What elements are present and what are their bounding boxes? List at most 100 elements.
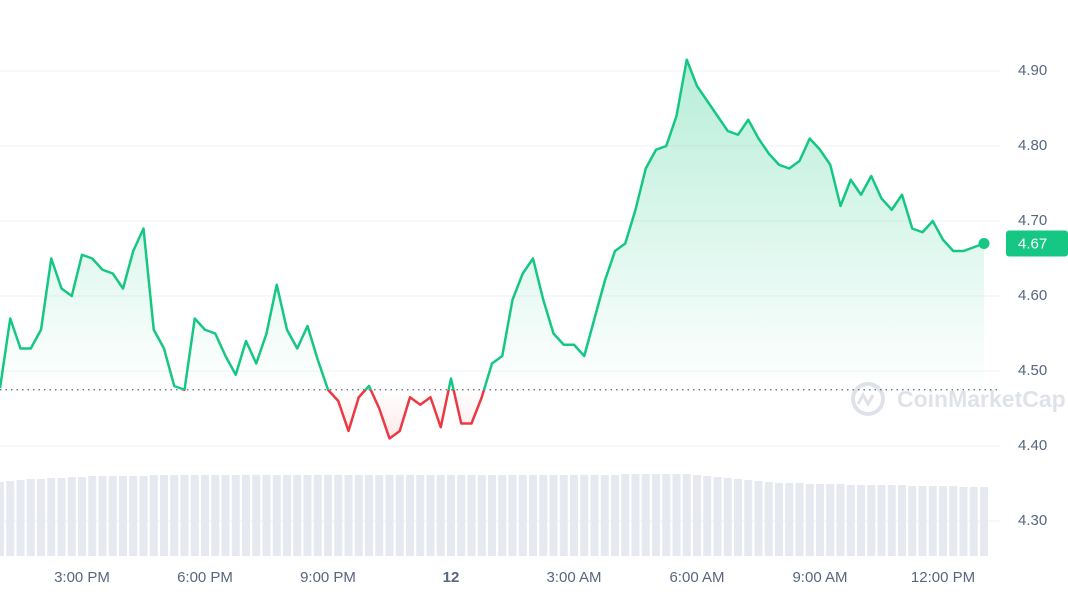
watermark-text: CoinMarketCap: [897, 386, 1066, 412]
x-tick-label: 9:00 PM: [300, 569, 356, 586]
volume-bar: [477, 475, 486, 556]
volume-bar: [980, 487, 988, 556]
volume-bar: [252, 475, 261, 556]
volume-bar: [467, 475, 476, 556]
volume-bar: [201, 475, 209, 556]
volume-bar: [508, 475, 517, 556]
volume-bar: [764, 482, 773, 556]
volume-bar: [898, 485, 906, 556]
volume-bar: [949, 486, 958, 556]
volume-bar: [211, 475, 220, 556]
volume-bar: [693, 475, 701, 556]
volume-bar: [375, 475, 384, 556]
volume-bar: [242, 475, 250, 556]
last-point: [978, 238, 990, 249]
volume-bar: [877, 485, 886, 556]
volume-bar: [488, 475, 496, 556]
volume-bar: [908, 486, 917, 556]
volume-bar: [37, 479, 45, 556]
volume-bar: [703, 476, 712, 556]
volume-bar: [16, 480, 25, 556]
x-tick-label: 6:00 PM: [177, 569, 233, 586]
volume-bar: [734, 479, 742, 556]
volume-bar: [447, 475, 455, 556]
y-tick-label: 4.40: [1018, 437, 1047, 454]
volume-bar: [436, 475, 445, 556]
volume-bar: [78, 477, 86, 556]
volume-bar: [190, 475, 199, 556]
volume-bar: [170, 475, 179, 556]
x-tick-label: 3:00 AM: [546, 569, 601, 586]
volume-bar: [570, 475, 578, 556]
volume-bar: [324, 475, 332, 556]
volume-bar: [231, 475, 240, 556]
volume-bar: [959, 487, 968, 556]
volume-bar: [867, 485, 876, 556]
volume-bar: [846, 485, 855, 556]
volume-bar: [160, 475, 168, 556]
price-line: [0, 58, 985, 440]
volume-bar: [529, 475, 537, 556]
volume-bar: [88, 476, 97, 556]
volume-bar: [549, 475, 558, 556]
volume-bar: [682, 474, 691, 556]
y-tick-label: 4.30: [1018, 512, 1047, 529]
volume-bar: [836, 484, 845, 556]
y-tick-label: 4.50: [1018, 362, 1047, 379]
volume-bar: [652, 474, 660, 556]
x-tick-label: 9:00 AM: [792, 569, 847, 586]
volume-bar: [662, 474, 671, 556]
volume-bar: [857, 485, 865, 556]
volume-bar: [559, 475, 568, 556]
volume-bar: [539, 475, 548, 556]
volume-bar: [590, 475, 599, 556]
volume-bar: [631, 474, 640, 556]
volume-bar: [641, 474, 650, 556]
volume-bar: [744, 480, 753, 556]
volume-bar: [754, 481, 763, 556]
volume-bar: [119, 476, 127, 556]
volume-bar: [334, 475, 343, 556]
volume-bar: [457, 475, 466, 556]
volume-bar: [816, 484, 824, 556]
x-tick-label: 12:00 PM: [911, 569, 975, 586]
volume-bar: [611, 475, 619, 556]
volume-bar: [887, 485, 896, 556]
price-badge: [1006, 230, 1068, 257]
volume-bar: [395, 475, 404, 556]
volume-bar: [805, 484, 814, 556]
volume-bar: [672, 474, 681, 556]
volume-bar: [221, 475, 230, 556]
volume-bar: [723, 478, 732, 556]
volume-bar: [406, 475, 414, 556]
x-tick-label: 6:00 AM: [669, 569, 724, 586]
volume-bar: [108, 476, 117, 556]
x-tick-label: 12: [443, 569, 460, 586]
volume-bar: [600, 475, 609, 556]
volume-bar: [939, 486, 947, 556]
volume-bar: [293, 475, 302, 556]
volume-bar: [344, 475, 353, 556]
volume-bar: [580, 475, 589, 556]
volume-bar: [98, 476, 107, 556]
y-tick-label: 4.70: [1018, 212, 1047, 229]
volume-bar: [928, 486, 937, 556]
x-tick-label: 3:00 PM: [54, 569, 110, 586]
volume-bar: [426, 475, 435, 556]
y-tick-label: 4.60: [1018, 287, 1047, 304]
volume-bar: [313, 475, 322, 556]
volume-bar: [303, 475, 312, 556]
volume-bar: [365, 475, 373, 556]
volume-bar: [969, 487, 978, 556]
price-area: [0, 59, 984, 439]
volume-bar: [785, 483, 794, 556]
volume-bar: [272, 475, 281, 556]
volume-bar: [6, 481, 15, 556]
volume-bar: [26, 479, 35, 556]
volume-bar: [67, 477, 76, 556]
volume-bar: [775, 483, 783, 556]
volume-bar: [918, 486, 927, 556]
volume-bar: [139, 476, 148, 556]
volume-bar: [795, 483, 804, 556]
